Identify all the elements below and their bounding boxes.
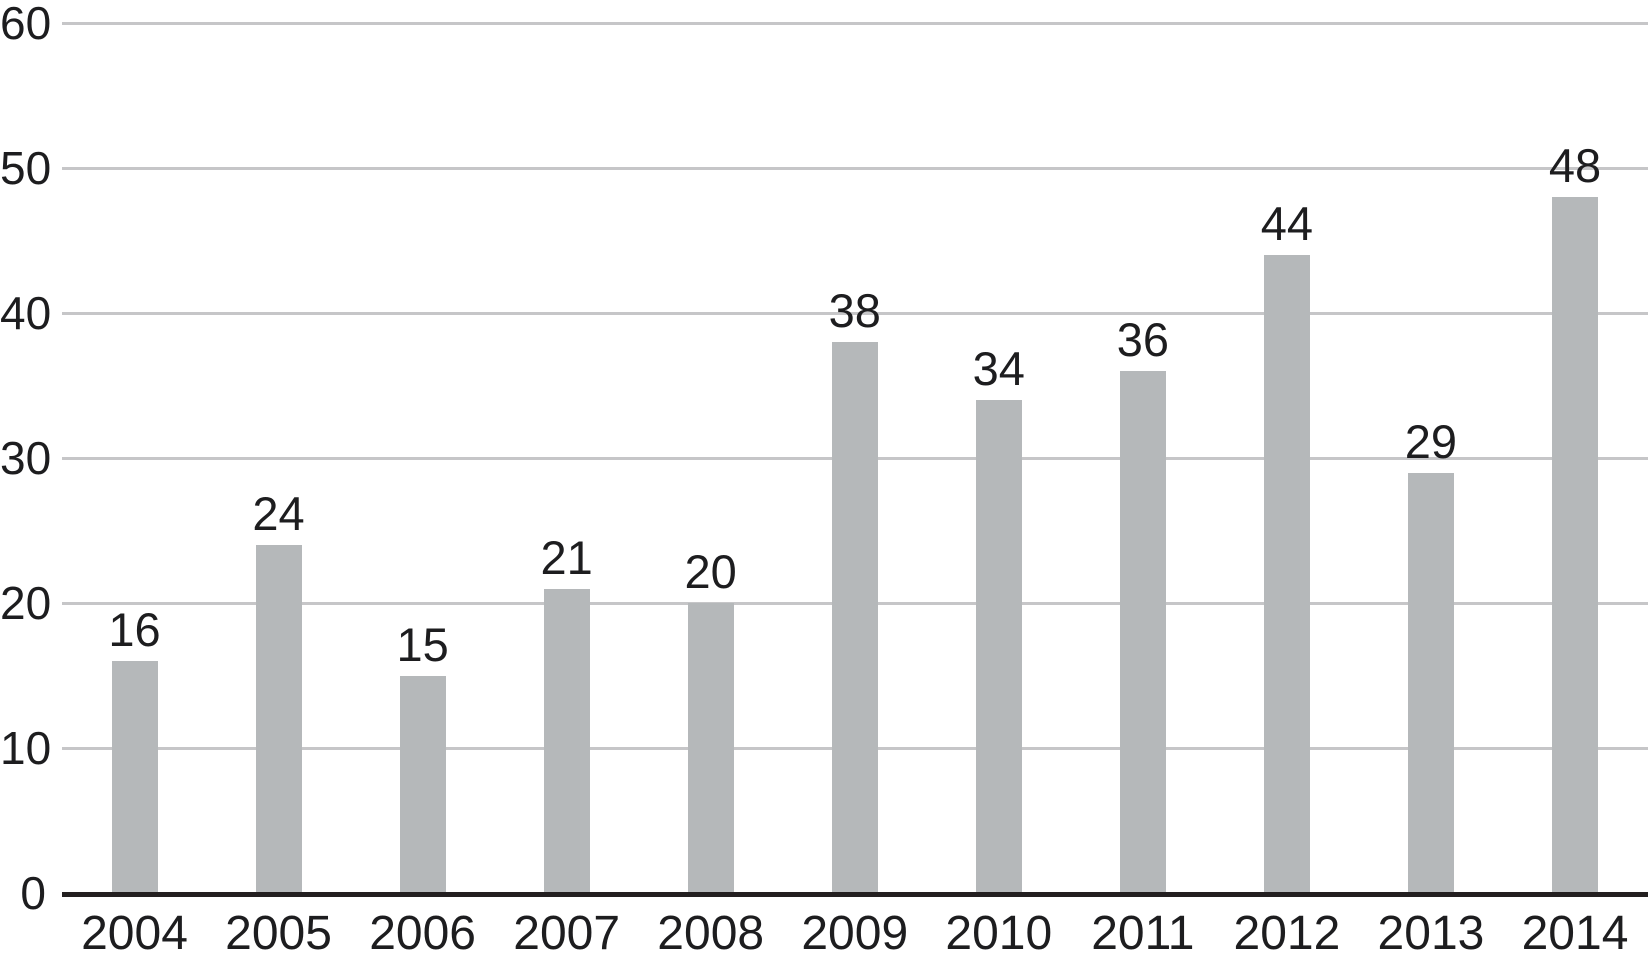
bar-2007 — [543, 588, 590, 893]
y-axis-tick-label: 10 — [0, 722, 52, 774]
x-axis-tick-label: 2005 — [225, 907, 332, 957]
bar-value-label: 48 — [1548, 139, 1602, 192]
bar-2006 — [399, 675, 446, 893]
bar-value-label: 16 — [108, 603, 161, 656]
x-axis-line — [62, 892, 1648, 897]
gridline-40 — [62, 312, 1648, 315]
x-axis-tick-label: 2014 — [1521, 907, 1629, 957]
bar-2005 — [255, 545, 302, 893]
y-axis-tick-label: 0 — [20, 867, 46, 919]
bar-value-label: 38 — [828, 284, 881, 337]
y-axis-tick-label: 20 — [0, 577, 52, 629]
x-axis-tick-label: 2009 — [801, 907, 909, 957]
bar-2010 — [975, 400, 1022, 893]
x-axis-tick-label: 2007 — [513, 907, 621, 957]
y-axis-tick-label: 40 — [0, 287, 52, 339]
x-axis-tick-label: 2013 — [1377, 907, 1485, 957]
bar-value-label: 29 — [1404, 414, 1458, 468]
bar-value-label: 15 — [396, 617, 449, 671]
x-axis-tick-label: 2004 — [81, 907, 188, 957]
x-axis-tick-label: 2006 — [369, 907, 476, 957]
bar-value-label: 21 — [540, 530, 593, 584]
gridline-60 — [62, 22, 1648, 25]
y-axis-tick-label: 30 — [0, 432, 52, 484]
bar-2012 — [1263, 255, 1310, 893]
bar-2008 — [687, 603, 734, 893]
bar-2009 — [831, 342, 878, 893]
bar-2013 — [1407, 472, 1454, 893]
y-axis-tick-label: 60 — [0, 0, 52, 49]
bar-2004 — [111, 661, 158, 893]
bar-2014 — [1552, 197, 1598, 893]
bar-value-label: 34 — [972, 342, 1025, 395]
x-axis-tick-label: 2010 — [945, 907, 1053, 957]
x-axis-tick-label: 2011 — [1091, 907, 1195, 957]
bar-value-label: 44 — [1260, 197, 1314, 250]
bar-value-label: 36 — [1116, 313, 1169, 366]
bar-value-label: 20 — [684, 545, 737, 598]
x-axis-tick-label: 2012 — [1233, 907, 1341, 957]
gridline-50 — [62, 167, 1648, 170]
y-axis-tick-label: 50 — [0, 142, 52, 194]
x-axis-tick-label: 2008 — [657, 907, 765, 957]
bar-2011 — [1119, 371, 1166, 893]
bar-value-label: 24 — [252, 487, 305, 540]
